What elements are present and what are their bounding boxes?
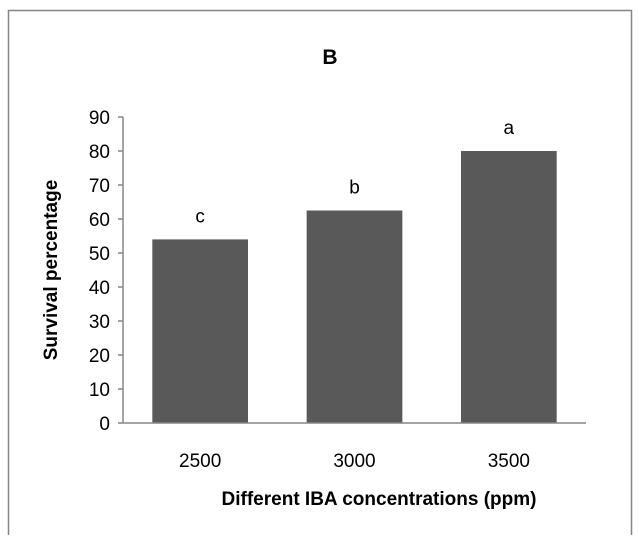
x-axis-label: Different IBA concentrations (ppm) <box>222 489 537 510</box>
x-tick-label: 2500 <box>179 451 221 472</box>
y-axis-tick-labels: 0 10 20 30 40 50 60 70 80 90 <box>89 108 110 435</box>
y-tick-label: 0 <box>99 414 110 435</box>
x-axis-tick-labels: 2500 3000 3500 <box>179 451 530 472</box>
bar <box>306 210 403 423</box>
y-tick-label: 20 <box>89 346 110 367</box>
y-tick-label: 80 <box>89 142 110 163</box>
y-tick-label: 10 <box>89 380 110 401</box>
x-tick-label: 3500 <box>488 451 530 472</box>
y-tick-label: 90 <box>89 108 110 129</box>
y-tick-label: 30 <box>89 312 110 333</box>
bar <box>152 239 249 423</box>
y-tick-label: 70 <box>89 176 110 197</box>
y-axis-label: Survival percentage <box>41 180 62 361</box>
x-tick-label: 3000 <box>333 451 375 472</box>
bar <box>460 151 557 423</box>
y-tick-label: 40 <box>89 278 110 299</box>
y-tick-label: 60 <box>89 210 110 231</box>
data-labels: c b a <box>195 118 514 227</box>
chart-title: B <box>322 46 337 69</box>
y-tick-label: 50 <box>89 244 110 265</box>
y-axis-tick-marks <box>118 116 123 424</box>
bar-data-label: a <box>504 118 515 139</box>
bar-data-label: c <box>195 206 205 227</box>
bar-data-label: b <box>349 178 360 199</box>
chart-frame-border <box>7 9 633 535</box>
bars <box>152 151 557 423</box>
